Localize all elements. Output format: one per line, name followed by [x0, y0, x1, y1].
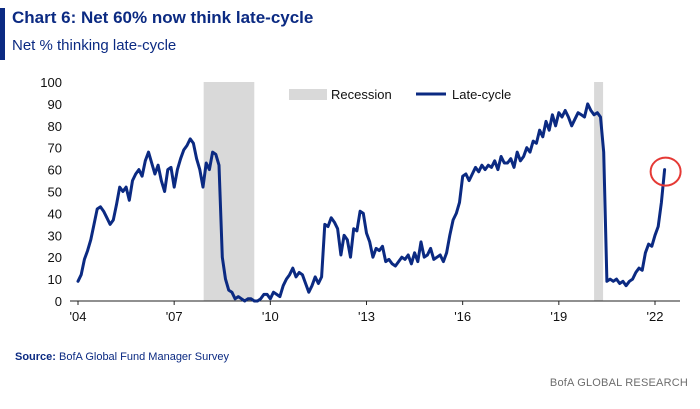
y-tick-label: 40 [48, 206, 62, 221]
source-note: Source: BofA Global Fund Manager Survey [15, 351, 229, 363]
series-line-late-cycle [76, 102, 667, 303]
page-title: Chart 6: Net 60% now think late-cycle [12, 8, 314, 27]
chart-axes: 0 10 20 30 40 50 60 70 80 90 100 '04 '07 '10 '13 '16 '19… [40, 75, 680, 324]
x-tick-label: '19 [550, 309, 567, 324]
x-tick-label: '07 [166, 309, 183, 324]
legend-swatch-recession [289, 89, 327, 100]
x-tick-label: '04 [70, 309, 87, 324]
recession-bands [203, 82, 604, 301]
y-tick-label: 20 [48, 250, 62, 265]
y-tick-label: 80 [48, 119, 62, 134]
y-tick-label: 70 [48, 141, 62, 156]
recession-band-1 [203, 82, 255, 301]
source-text: BofA Global Fund Manager Survey [55, 351, 230, 363]
annotation-layer [649, 156, 682, 187]
x-tick-label: '13 [358, 309, 375, 324]
y-tick-label: 100 [40, 75, 62, 90]
legend-label-late-cycle: Late-cycle [452, 87, 511, 102]
x-tick-label: '16 [454, 309, 471, 324]
source-label: Source: [15, 351, 56, 363]
y-tick-label: 90 [48, 97, 62, 112]
x-tick-label: '22 [647, 309, 664, 324]
title-accent-bar [0, 8, 5, 60]
y-tick-label: 50 [48, 185, 62, 200]
y-tick-label: 30 [48, 228, 62, 243]
series-layer [76, 102, 667, 303]
legend: Recession Late-cycle [289, 87, 511, 102]
page-subtitle: Net % thinking late-cycle [12, 37, 177, 54]
x-tick-label: '10 [262, 309, 279, 324]
y-tick-label: 10 [48, 272, 62, 287]
highlight-circle [649, 156, 682, 187]
brand-logo-text: BofA GLOBAL RESEARCH [549, 377, 688, 389]
y-tick-label: 0 [55, 294, 62, 309]
y-tick-label: 60 [48, 163, 62, 178]
recession-band-2 [594, 82, 604, 301]
legend-label-recession: Recession [331, 87, 392, 102]
